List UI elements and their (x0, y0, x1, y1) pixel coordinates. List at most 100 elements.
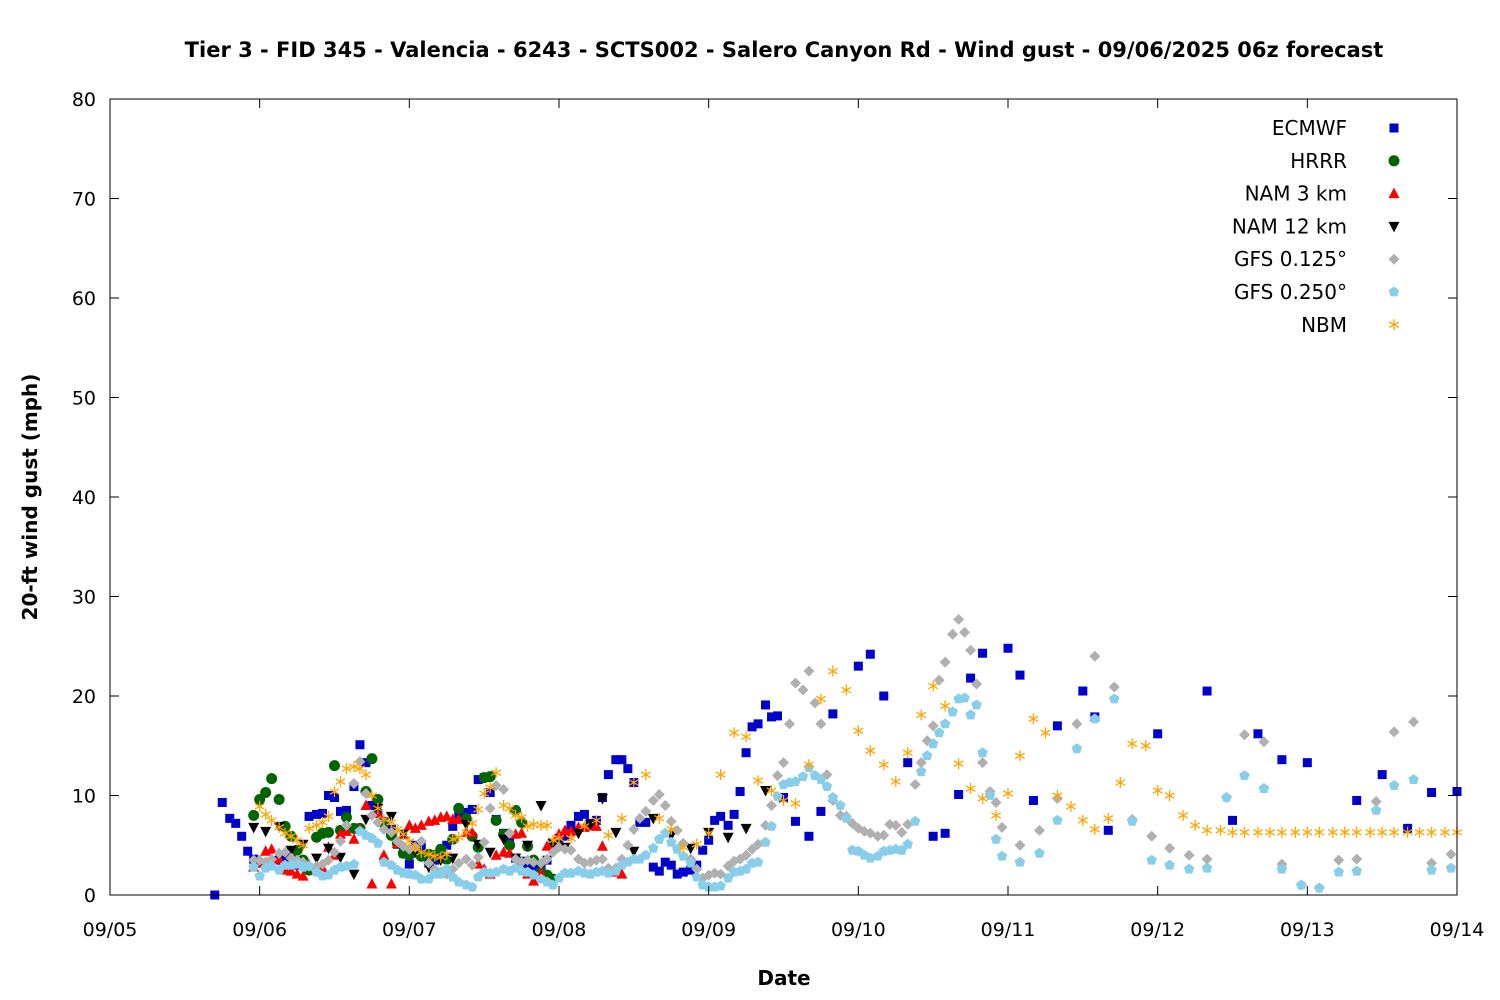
data-point (1002, 788, 1014, 799)
data-point (1258, 736, 1270, 748)
data-point (1034, 847, 1045, 858)
y-tick-label: 60 (72, 288, 96, 310)
data-point (1426, 857, 1438, 869)
data-point (467, 804, 477, 814)
data-point (1077, 814, 1088, 826)
data-point (484, 847, 496, 859)
data-point (329, 846, 340, 858)
data-point (766, 799, 778, 811)
data-point (329, 760, 340, 772)
data-point (491, 767, 502, 779)
data-point (297, 870, 309, 881)
legend-marker (1388, 286, 1400, 297)
data-point (1153, 729, 1163, 739)
data-point (797, 684, 809, 696)
data-point (916, 709, 927, 721)
data-point (448, 821, 458, 831)
data-point (971, 699, 982, 710)
data-point (685, 857, 696, 868)
data-point (522, 840, 534, 852)
data-point (504, 802, 515, 814)
data-point (752, 775, 764, 787)
data-point (603, 829, 614, 841)
data-point (722, 832, 734, 844)
data-point (640, 805, 652, 817)
data-point (386, 816, 397, 828)
data-point (303, 822, 315, 834)
data-point (565, 825, 577, 836)
data-point (783, 718, 795, 730)
legend-marker (1388, 253, 1400, 265)
data-point (640, 769, 651, 781)
data-point (1327, 826, 1338, 838)
data-point (1239, 770, 1250, 780)
data-point (1333, 866, 1344, 877)
data-point (953, 758, 964, 770)
data-point (698, 845, 708, 855)
data-point (385, 878, 397, 889)
data-point (933, 727, 945, 738)
data-point (902, 818, 914, 830)
data-point (572, 828, 584, 840)
data-point (323, 843, 335, 855)
data-point (447, 871, 458, 882)
data-point (916, 766, 927, 777)
data-point (323, 826, 335, 838)
data-point (1189, 819, 1201, 831)
data-point (366, 809, 378, 821)
data-point (648, 842, 659, 853)
data-point (1152, 785, 1163, 796)
data-point (610, 827, 622, 839)
data-point (404, 835, 415, 847)
data-point (1427, 788, 1437, 798)
x-tick-label: 09/05 (83, 919, 138, 941)
data-point (360, 769, 372, 781)
data-point (1377, 826, 1388, 838)
data-point (1414, 826, 1425, 838)
data-point (1370, 804, 1382, 815)
data-point (372, 802, 384, 814)
data-point (1146, 854, 1157, 865)
data-point (461, 807, 471, 817)
data-point (1014, 856, 1026, 867)
data-point (1290, 826, 1301, 838)
data-point (647, 794, 659, 806)
data-point (1445, 848, 1457, 860)
data-point (729, 809, 739, 819)
data-point (254, 800, 265, 812)
data-point (541, 853, 553, 865)
data-point (790, 776, 801, 786)
data-point (1388, 780, 1400, 790)
data-point (415, 819, 427, 830)
data-point (704, 835, 714, 845)
data-point (766, 785, 777, 796)
data-point (1445, 862, 1457, 873)
data-point (752, 856, 764, 867)
data-point (703, 827, 714, 839)
data-point (1314, 882, 1325, 893)
data-point (940, 700, 951, 712)
legend-label: GFS 0.125° (1234, 247, 1347, 271)
data-point (803, 759, 815, 771)
data-point (622, 839, 634, 851)
data-point (378, 813, 390, 825)
data-point (827, 665, 839, 677)
data-point (815, 693, 827, 705)
data-point (853, 661, 863, 671)
data-point (666, 823, 677, 835)
data-point (248, 861, 259, 872)
data-point (1183, 863, 1195, 874)
data-point (498, 784, 510, 796)
x-tick-label: 09/08 (532, 919, 587, 941)
data-point (954, 790, 964, 800)
data-point (279, 846, 291, 858)
data-point (1127, 738, 1138, 750)
data-point (385, 826, 397, 838)
data-point (248, 822, 260, 834)
legend: ECMWF HRRR NAM 3 km NAM 12 km GFS 0.125° GFS … (1232, 116, 1400, 337)
data-point (1201, 853, 1213, 865)
data-point (740, 731, 752, 743)
y-tick-label: 30 (72, 587, 96, 609)
data-point (453, 857, 465, 869)
data-point (603, 770, 613, 780)
